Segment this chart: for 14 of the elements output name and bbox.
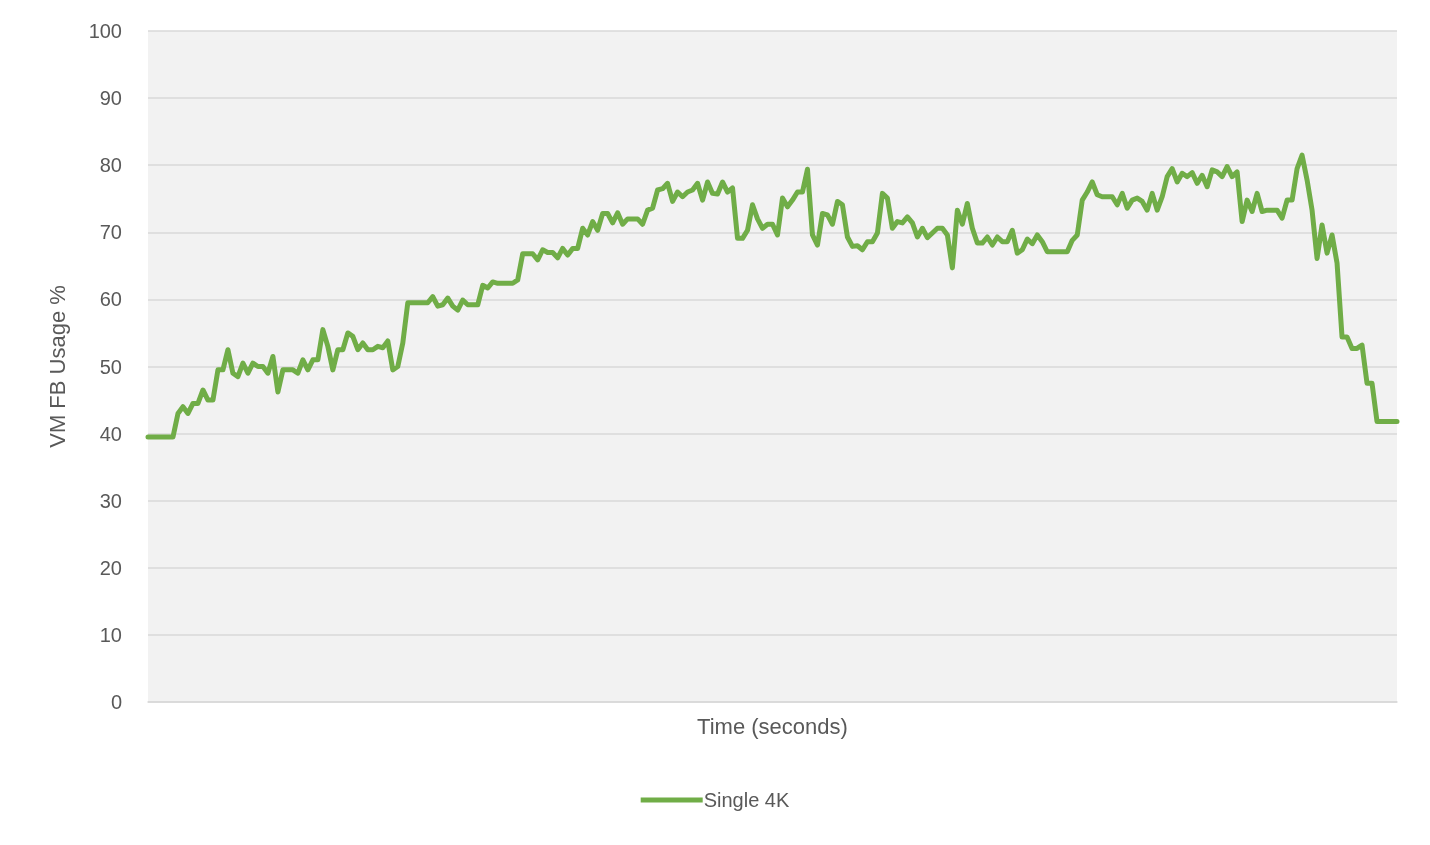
y-tick-label: 100 (88, 20, 122, 42)
y-tick-label: 80 (99, 154, 122, 177)
y-tick-label: 10 (99, 623, 122, 646)
y-tick-label: 40 (99, 422, 122, 445)
y-tick-label: 70 (99, 221, 122, 244)
y-tick-label: 20 (99, 556, 122, 579)
y-tick-label: 30 (99, 489, 122, 512)
x-axis-title: Time (seconds) (697, 713, 848, 739)
legend-label: Single 4K (703, 789, 790, 811)
y-tick-label: 90 (99, 87, 122, 110)
y-tick-label: 50 (99, 355, 122, 378)
y-axis-title: VM FB Usage % (44, 285, 70, 448)
y-tick-label: 0 (110, 691, 122, 713)
y-tick-label: 60 (99, 288, 122, 311)
